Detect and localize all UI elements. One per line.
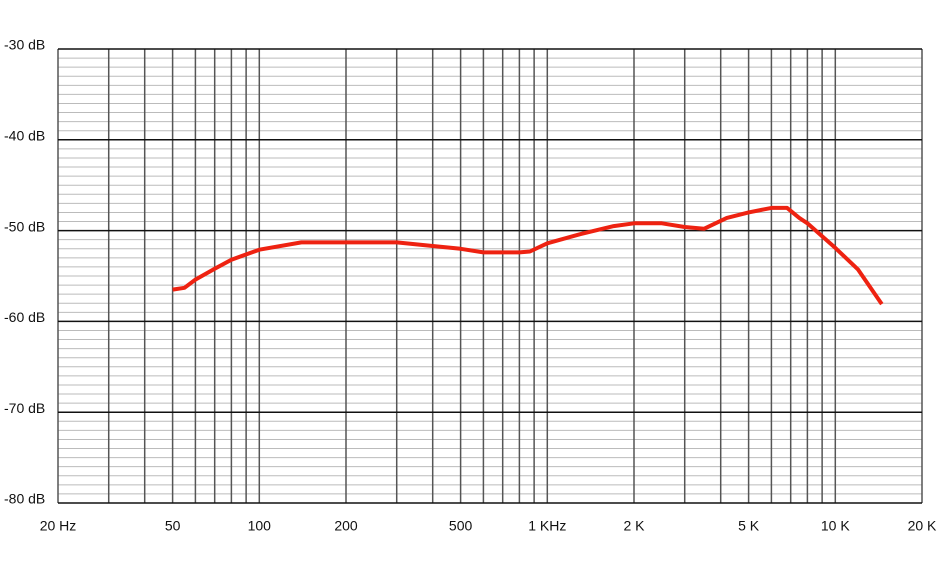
y-tick-label: -30 dB: [4, 37, 45, 53]
x-tick-label: 5 K: [738, 518, 760, 534]
x-tick-label: 1 KHz: [528, 518, 566, 534]
x-tick-label: 200: [334, 518, 358, 534]
y-tick-label: -60 dB: [4, 309, 45, 325]
x-tick-label: 20 K: [908, 518, 937, 534]
y-tick-label: -40 dB: [4, 128, 45, 144]
x-tick-label: 100: [248, 518, 272, 534]
x-tick-label: 500: [449, 518, 473, 534]
y-tick-label: -80 dB: [4, 491, 45, 507]
y-tick-label: -50 dB: [4, 218, 45, 234]
y-tick-label: -70 dB: [4, 400, 45, 416]
x-tick-label: 50: [165, 518, 181, 534]
x-tick-label: 10 K: [821, 518, 850, 534]
x-tick-label: 2 K: [623, 518, 645, 534]
response-line: [172, 205, 884, 306]
x-tick-label: 20 Hz: [40, 518, 77, 534]
